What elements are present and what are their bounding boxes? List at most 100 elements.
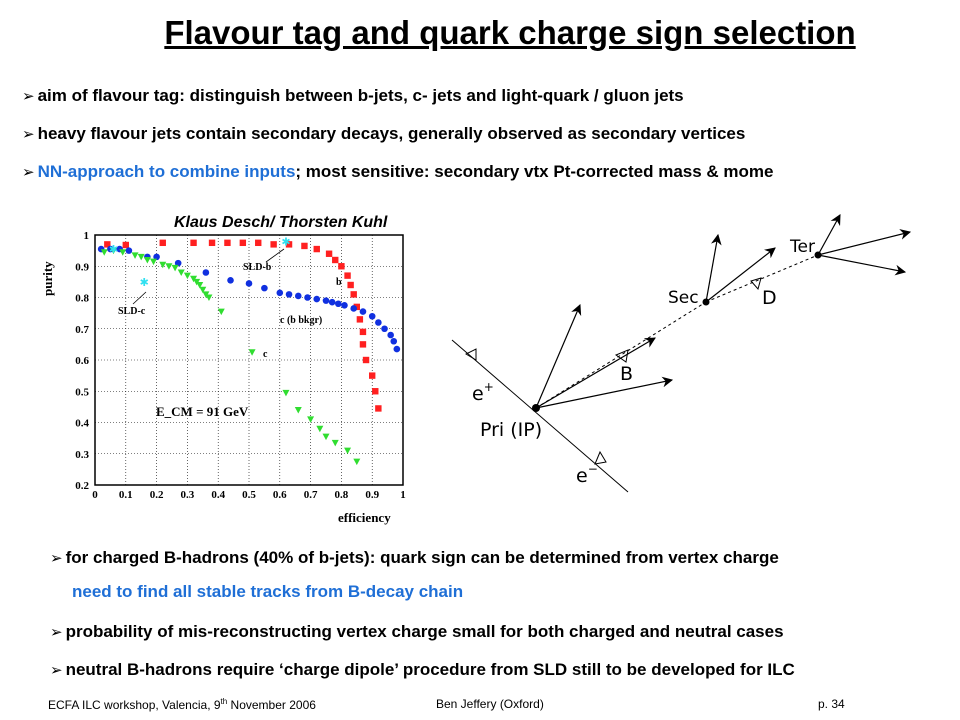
bullet-arrow-icon: ➢ bbox=[50, 661, 63, 679]
label-pri-ip: Pri (IP) bbox=[480, 419, 542, 441]
label-eplus: e+ bbox=[472, 380, 494, 405]
x-tick-label: 0 bbox=[92, 489, 98, 501]
eplus-direction-icon bbox=[464, 348, 477, 361]
c-jet-point bbox=[245, 280, 253, 287]
c-jet-point bbox=[335, 300, 342, 308]
y-tick-label: 0.9 bbox=[75, 261, 89, 273]
light-jet-point bbox=[282, 389, 290, 397]
y-tick-label: 0.3 bbox=[75, 449, 89, 461]
light-jet-point bbox=[177, 269, 185, 276]
ter-track-1 bbox=[817, 214, 841, 256]
c-jet-point bbox=[313, 295, 321, 303]
light-jet-point bbox=[143, 257, 151, 264]
x-tick-label: 1 bbox=[400, 489, 406, 501]
c-jet-point bbox=[375, 319, 382, 326]
beam-line bbox=[451, 339, 629, 493]
sld-point: ✱ bbox=[109, 243, 118, 256]
x-tick-label: 0.9 bbox=[365, 489, 379, 501]
b-jet-point bbox=[362, 356, 370, 364]
bullet-highlight: NN-approach to combine inputs bbox=[37, 162, 296, 181]
plot-ticks: 0 0.1 0.2 0.3 0.4 0.5 0.6 0.7 0.8 0.9 1 0.2 0.3 0.4 0.… bbox=[75, 230, 406, 501]
light-jet-point bbox=[150, 258, 158, 266]
b-jet-point bbox=[356, 316, 364, 323]
c-jet-point bbox=[341, 302, 348, 309]
y-tick-label: 0.7 bbox=[75, 324, 89, 336]
b-jet-point bbox=[301, 242, 308, 250]
b-jet-point bbox=[159, 239, 166, 247]
bullet-nn-approach: ➢ NN-approach to combine inputs; most sen… bbox=[22, 162, 774, 182]
vertex-diagram-svg: Pri (IP) Sec Ter B D e+ e− bbox=[451, 214, 912, 493]
b-jet-point bbox=[325, 250, 333, 257]
light-jet-point bbox=[165, 263, 173, 270]
annotation-sld-c: SLD-c bbox=[118, 306, 146, 317]
light-jet-point bbox=[205, 294, 213, 301]
b-jet-point bbox=[313, 245, 320, 253]
light-jet-point bbox=[248, 349, 256, 356]
bullet-text: aim of flavour tag: distinguish between … bbox=[37, 86, 684, 105]
c-jet-point bbox=[359, 308, 367, 315]
bullet-text: ; most sensitive: secondary vtx Pt-corre… bbox=[295, 162, 774, 181]
plot-grid bbox=[94, 234, 404, 486]
y-tick-label: 0.5 bbox=[75, 386, 89, 398]
footer-author: Ben Jeffery (Oxford) bbox=[436, 697, 544, 711]
c-jet-point bbox=[381, 325, 388, 333]
light-jet-point bbox=[344, 447, 352, 455]
c-jet-point bbox=[328, 298, 336, 306]
annotation-sld-b-pointer bbox=[265, 248, 285, 263]
light-jet-point bbox=[199, 286, 207, 294]
b-jet-point bbox=[208, 239, 216, 247]
sub-bullet-stable-tracks: need to find all stable tracks from B-de… bbox=[72, 582, 464, 601]
y-tick-label: 1 bbox=[84, 230, 90, 242]
y-axis-label: purity bbox=[40, 261, 55, 296]
y-tick-label: 0.2 bbox=[75, 480, 89, 492]
sec-track-1 bbox=[705, 233, 722, 303]
light-jet-point bbox=[171, 264, 179, 272]
x-tick-label: 0.5 bbox=[242, 489, 256, 501]
c-jet-point bbox=[390, 337, 398, 345]
light-jet-point bbox=[109, 247, 117, 255]
annotation-c-bbkgr: c (b bkgr) bbox=[280, 315, 322, 326]
b-jet-point bbox=[255, 239, 262, 247]
b-jet-point bbox=[104, 241, 111, 248]
bullet-charged-b: ➢ for charged B-hadrons (40% of b-jets): … bbox=[50, 548, 779, 568]
b-jet-point bbox=[239, 239, 247, 247]
c-jet-point bbox=[174, 259, 182, 267]
b-jet-point bbox=[350, 291, 357, 298]
c-jet-point bbox=[368, 312, 376, 320]
light-jet-point bbox=[322, 433, 330, 441]
slide-title: Flavour tag and quark charge sign select… bbox=[164, 14, 856, 51]
sec-track-2 bbox=[705, 247, 776, 303]
light-jet-point bbox=[119, 249, 127, 256]
light-jet-point bbox=[294, 407, 302, 414]
light-jet-point bbox=[183, 272, 191, 280]
y-tick-label: 0.8 bbox=[75, 293, 89, 305]
c-jet-point bbox=[125, 247, 133, 254]
c-jet-point bbox=[322, 297, 330, 304]
d-flight-path bbox=[705, 254, 819, 303]
eminus-direction-icon bbox=[594, 450, 607, 465]
sld-point: ✱ bbox=[281, 235, 290, 248]
annotation-c: c bbox=[263, 349, 268, 360]
primary-vertex bbox=[532, 404, 540, 412]
purity-efficiency-svg: 0 0.1 0.2 0.3 0.4 0.5 0.6 0.7 0.8 0.9 1 0.2 0.3 0.4 0.… bbox=[40, 230, 406, 525]
b-jet-point bbox=[332, 256, 339, 264]
light-jet-point bbox=[307, 416, 315, 423]
bullet-arrow-icon: ➢ bbox=[50, 623, 63, 641]
b-jet-point bbox=[338, 263, 345, 270]
annotation-sld-c-pointer bbox=[132, 291, 147, 305]
bullet-text: heavy flavour jets contain secondary dec… bbox=[37, 124, 746, 143]
x-tick-label: 0.2 bbox=[150, 489, 164, 501]
x-tick-label: 0.4 bbox=[211, 489, 225, 501]
x-tick-label: 0.1 bbox=[119, 489, 133, 501]
footer-event: ECFA ILC workshop, Valencia, 9th Novembe… bbox=[48, 697, 316, 712]
b-jet-point bbox=[375, 405, 382, 412]
label-eminus: e− bbox=[576, 462, 598, 487]
bullet-misreconstruction: ➢ probability of mis-reconstructing verte… bbox=[50, 622, 784, 642]
label-d: D bbox=[762, 287, 777, 309]
plot-marks: ✱ ✱ ✱ bbox=[97, 235, 401, 466]
annotation-b: b bbox=[336, 277, 342, 288]
light-jet-point bbox=[353, 458, 361, 466]
c-jet-point bbox=[202, 269, 210, 276]
c-jet-point bbox=[387, 331, 394, 339]
x-tick-label: 0.6 bbox=[273, 489, 287, 501]
